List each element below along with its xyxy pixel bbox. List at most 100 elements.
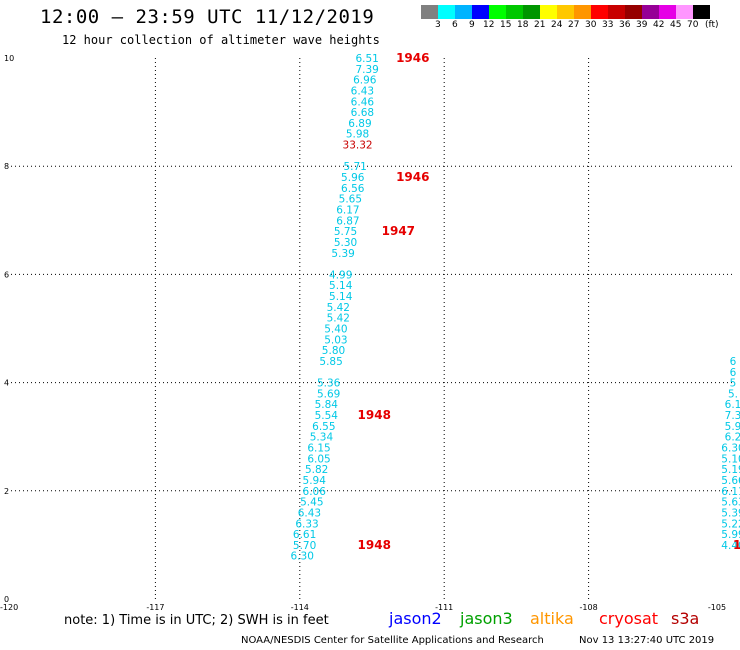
color-scale-label: 39 <box>636 20 648 30</box>
data-point-label: 6.89 <box>348 118 371 130</box>
color-scale-label: 21 <box>534 20 546 30</box>
data-point-label: 5.54 <box>315 410 339 422</box>
color-swatch <box>557 5 574 19</box>
data-point-label: 5.69 <box>317 388 340 400</box>
color-swatch <box>421 5 438 19</box>
time-annotation: 1948 <box>358 408 391 422</box>
data-point-label: 6.43 <box>298 507 321 519</box>
data-point-label: 5.82 <box>305 464 328 476</box>
y-tick-label: 2 <box>4 487 9 496</box>
color-swatch <box>489 5 506 19</box>
data-point-label: 5.03 <box>324 334 347 346</box>
credit-line: NOAA/NESDIS Center for Satellite Applica… <box>241 635 544 646</box>
data-point-label: 5.70 <box>293 540 316 552</box>
color-scale-label: 45 <box>670 20 682 30</box>
x-tick-label: -114 <box>291 603 309 612</box>
data-point-label: 4.99 <box>329 269 352 281</box>
color-swatch <box>455 5 472 19</box>
data-point-label: 5.36 <box>317 378 341 390</box>
time-annotation: 1946 <box>396 170 429 184</box>
data-point-label: 7.3 <box>725 410 740 422</box>
color-swatch <box>642 5 659 19</box>
color-swatch <box>438 5 455 19</box>
data-point-label: 6.55 <box>312 421 335 433</box>
color-scale-label: 18 <box>517 20 529 30</box>
chart-title: 12:00 – 23:59 UTC 11/12/2019 <box>40 6 375 28</box>
y-tick-label: 8 <box>4 162 9 171</box>
data-point-label: 5.22 <box>721 518 740 530</box>
color-scale-label: 24 <box>551 20 563 30</box>
time-annotation: 1948 <box>358 538 391 552</box>
y-tick-label: 10 <box>4 54 14 63</box>
x-tick-label: -120 <box>0 603 18 612</box>
color-scale-label: 42 <box>653 20 665 30</box>
color-swatch <box>574 5 591 19</box>
data-point-label: 5.45 <box>300 497 323 509</box>
legend-item-s3a: s3a <box>671 609 700 628</box>
time-annotation: 1 <box>733 538 740 552</box>
data-point-label: 5.65 <box>339 194 362 206</box>
data-point-label: 6.96 <box>353 75 377 87</box>
data-point-label: 5.39 <box>331 248 354 260</box>
data-point-label: 5.19 <box>721 464 740 476</box>
data-point-label: 5.63 <box>721 497 740 509</box>
data-point-label: 5.39 <box>721 507 740 519</box>
color-swatch <box>540 5 557 19</box>
data-point-label: 6.30 <box>291 551 314 563</box>
color-scale-label: 30 <box>585 20 597 30</box>
data-point-label: 5.42 <box>327 302 350 314</box>
data-point-label: 5 <box>730 378 737 390</box>
data-point-label: 5.14 <box>329 291 353 303</box>
data-point-label: 6.68 <box>351 107 374 119</box>
data-point-label: 5.42 <box>327 313 350 325</box>
data-point-label: 6.61 <box>293 529 316 541</box>
data-point-label: 5.71 <box>343 161 366 173</box>
data-point-label: 6.17 <box>336 204 359 216</box>
color-scale-label: 27 <box>568 20 580 30</box>
color-swatch <box>676 5 693 19</box>
data-point-label: 6.33 <box>295 518 318 530</box>
data-point-label: 6.51 <box>355 53 378 65</box>
y-tick-label: 6 <box>4 270 9 279</box>
data-point-label: 5.34 <box>310 432 334 444</box>
data-point-label: 5.99 <box>721 529 740 541</box>
data-point-label: 6.2 <box>725 432 740 444</box>
legend-item-jason3: jason3 <box>460 609 513 628</box>
data-point-label: 5.75 <box>334 226 357 238</box>
data-point-label: 6.15 <box>307 443 330 455</box>
color-swatch <box>693 5 710 19</box>
data-point-label: 7.39 <box>355 64 378 76</box>
data-point-label: 5.94 <box>303 475 327 487</box>
y-tick-label: 4 <box>4 379 9 388</box>
data-point-label: 6.06 <box>303 486 327 498</box>
data-point-label: 5.96 <box>341 172 365 184</box>
data-point-label: 5.85 <box>319 356 342 368</box>
color-scale-label: 15 <box>500 20 512 30</box>
y-tick-label: 0 <box>4 595 9 604</box>
data-point-label: 5.9 <box>725 421 740 433</box>
color-swatch <box>659 5 676 19</box>
data-point-label: 5.98 <box>346 129 369 141</box>
data-point-label: 5.10 <box>721 453 740 465</box>
data-point-label: 5.14 <box>329 280 353 292</box>
legend-item-cryosat: cryosat <box>599 609 659 628</box>
x-tick-label: -117 <box>146 603 164 612</box>
x-tick-label: -105 <box>708 603 726 612</box>
color-scale-label: 6 <box>452 20 458 30</box>
time-annotation: 1947 <box>382 224 415 238</box>
data-point-label: 6.05 <box>307 453 330 465</box>
data-point-label: 5. <box>728 388 738 400</box>
color-scale-label: 36 <box>619 20 631 30</box>
color-swatch <box>472 5 489 19</box>
data-point-label: 33.32 <box>343 140 373 152</box>
data-point-label: 5.30 <box>334 237 357 249</box>
color-scale-unit: (ft) <box>705 20 719 30</box>
data-point-label: 6.43 <box>351 85 374 97</box>
data-point-label: 6.30 <box>721 443 740 455</box>
chart-subtitle: 12 hour collection of altimeter wave hei… <box>62 33 380 47</box>
data-point-label: 6.56 <box>341 183 365 195</box>
data-point-label: 6.11 <box>721 486 740 498</box>
color-swatch <box>591 5 608 19</box>
color-swatch <box>523 5 540 19</box>
